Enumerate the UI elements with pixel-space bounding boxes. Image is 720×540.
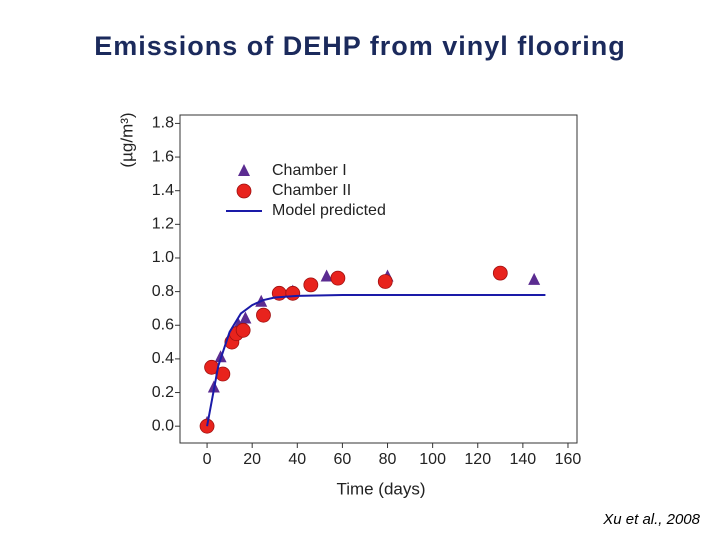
- legend-label: Chamber II: [272, 182, 351, 199]
- y-tick-label: 0.4: [152, 350, 174, 367]
- triangle-point: [239, 311, 252, 324]
- legend-label: Chamber I: [272, 162, 347, 179]
- y-tick-label: 1.2: [152, 216, 174, 233]
- y-tick-label: 0.8: [152, 283, 174, 300]
- x-tick-label: 120: [464, 451, 491, 468]
- x-tick-label: 160: [555, 451, 582, 468]
- y-axis-label: (µg/m³): [117, 112, 136, 167]
- triangle-point: [320, 269, 333, 282]
- x-tick-label: 0: [203, 451, 212, 468]
- y-tick-label: 1.0: [152, 249, 174, 266]
- y-tick-label: 0.0: [152, 417, 174, 434]
- y-tick-label: 1.8: [152, 115, 174, 132]
- y-tick-label: 1.4: [152, 182, 174, 199]
- circle-point: [235, 322, 251, 338]
- circle-point: [377, 274, 393, 289]
- circle-point: [256, 307, 271, 323]
- legend-label: Model predicted: [272, 202, 386, 219]
- x-tick-label: 80: [379, 451, 397, 468]
- circle-point: [303, 277, 319, 293]
- triangle-point: [528, 272, 541, 285]
- circle-point: [330, 270, 346, 286]
- circle-point: [236, 183, 252, 199]
- circle-point: [285, 285, 301, 301]
- y-tick-label: 1.6: [152, 148, 174, 165]
- y-tick-label: 0.6: [152, 316, 174, 333]
- model-line: [206, 293, 546, 427]
- x-tick-label: 100: [419, 451, 446, 468]
- x-tick-label: 40: [288, 451, 306, 468]
- triangle-point: [238, 164, 250, 176]
- x-axis-label: Time (days): [336, 479, 425, 498]
- x-tick-label: 60: [334, 451, 352, 468]
- source-note: Xu et al., 2008: [602, 511, 700, 528]
- plot-frame: [179, 114, 578, 444]
- x-tick-label: 20: [243, 451, 261, 468]
- circle-point: [492, 265, 508, 281]
- x-tick-label: 140: [510, 451, 537, 468]
- y-tick-label: 0.2: [152, 384, 174, 401]
- slide-title: Emissions of DEHP from vinyl flooring: [94, 31, 626, 61]
